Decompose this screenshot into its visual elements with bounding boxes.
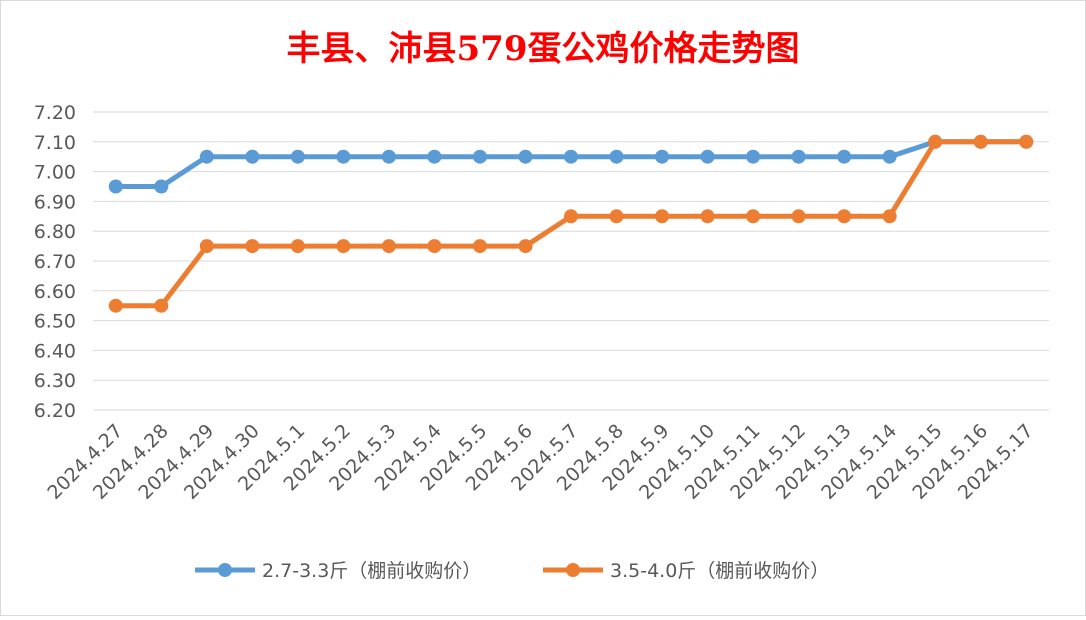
y-tick-label: 6.20 <box>34 400 76 422</box>
data-point <box>381 149 396 164</box>
y-tick-label: 7.00 <box>34 162 76 184</box>
data-point <box>108 298 123 313</box>
data-point <box>564 209 578 224</box>
legend-swatch-marker <box>566 563 580 577</box>
y-axis-ticks: 6.20 6.30 6.40 6.50 6.60 6.70 6.80 6.90 7.00 7.10… <box>34 102 76 422</box>
data-point <box>1019 134 1034 149</box>
data-point <box>290 239 305 254</box>
data-point <box>381 239 396 254</box>
data-point <box>609 209 624 224</box>
data-point <box>472 239 487 254</box>
legend-label: 3.5-4.0斤（棚前收购价） <box>610 560 829 582</box>
data-point <box>655 149 670 164</box>
y-tick-label: 6.70 <box>34 251 76 273</box>
data-point <box>700 149 715 164</box>
y-tick-label: 7.10 <box>34 132 76 154</box>
data-point <box>746 149 761 164</box>
data-point <box>882 149 897 164</box>
data-point <box>928 134 943 149</box>
y-tick-label: 6.60 <box>34 281 76 303</box>
data-point <box>199 149 214 164</box>
data-point <box>108 179 123 194</box>
data-point <box>199 239 214 254</box>
data-point <box>245 149 260 164</box>
series-group <box>108 134 1034 313</box>
data-point <box>882 209 897 224</box>
data-point <box>791 209 806 224</box>
y-tick-label: 6.80 <box>34 221 76 243</box>
y-tick-label: 6.40 <box>34 340 76 362</box>
y-tick-label: 6.50 <box>34 311 76 333</box>
data-point <box>427 149 442 164</box>
y-tick-label: 6.30 <box>34 370 76 392</box>
data-point <box>427 239 442 254</box>
legend-swatch-marker <box>218 563 232 577</box>
data-point <box>472 149 487 164</box>
chart-title: 丰县、沛县579蛋公鸡价格走势图 <box>287 29 800 69</box>
legend-label: 2.7-3.3斤（棚前收购价） <box>262 560 481 582</box>
data-point <box>518 149 533 164</box>
grid-lines <box>93 111 1049 411</box>
y-tick-label: 7.20 <box>34 102 76 124</box>
data-point <box>746 209 761 224</box>
legend: 2.7-3.3斤（棚前收购价） 3.5-4.0斤（棚前收购价） <box>195 560 829 582</box>
data-point <box>518 239 533 254</box>
y-tick-label: 6.90 <box>34 191 76 213</box>
data-point <box>837 209 852 224</box>
data-point <box>609 149 624 164</box>
data-point <box>154 179 169 194</box>
data-point <box>290 149 305 164</box>
data-point <box>973 134 988 149</box>
data-point <box>245 239 260 254</box>
data-point <box>336 149 351 164</box>
data-point <box>655 209 670 224</box>
data-point <box>837 149 852 164</box>
data-point <box>154 298 169 313</box>
data-point <box>791 149 806 164</box>
data-point <box>336 239 351 254</box>
data-point <box>564 149 578 164</box>
data-point <box>700 209 715 224</box>
